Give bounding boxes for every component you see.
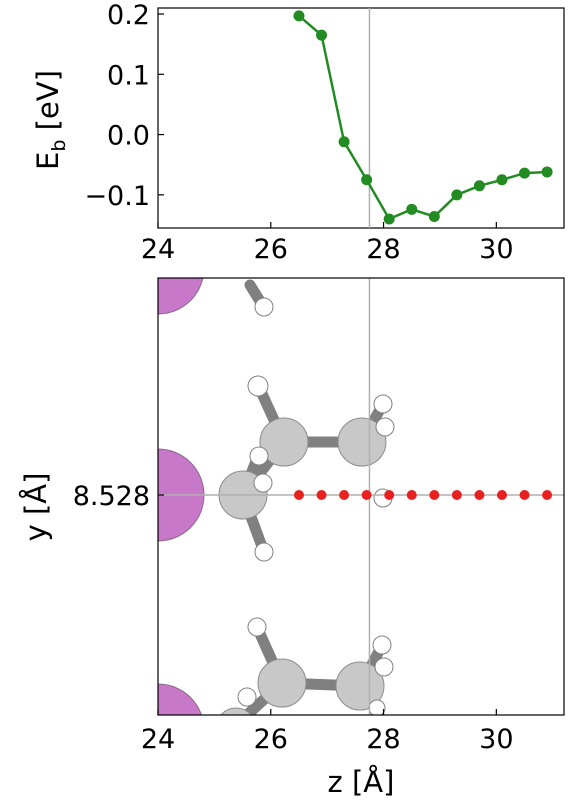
probe-point [339,490,350,500]
hydrogen-atom [247,375,269,397]
structure-plot: 24 26 28 30 8.528 z [Å] y [Å] [19,277,565,799]
hydrogen-atom [249,446,269,466]
bottom-x-tick-label: 26 [254,724,288,755]
probe-point [406,490,417,500]
binding-energy-point [293,10,305,22]
carbon-atom [337,417,387,467]
probe-point [496,490,507,500]
binding-energy-point [338,136,350,148]
probe-point [519,490,530,500]
top-axes-frame [157,7,565,229]
bottom-x-tick-label: 24 [141,724,175,755]
top-y-tick-label: −0.1 [84,181,150,212]
bottom-x-tick-label: 30 [479,724,513,755]
top-y-tick-label: 0.1 [107,60,150,91]
top-y-tick-label: 0.2 [107,0,150,31]
probe-point [451,490,462,500]
binding-energy-point [316,29,328,41]
bottom-y-tick-label: 8.528 [73,481,150,512]
hydrogen-atom [247,617,267,637]
binding-energy-point [473,180,485,192]
bottom-x-axis-label: z [Å] [328,765,395,799]
binding-energy-point [361,174,373,186]
binding-energy-point [383,213,395,225]
carbon-atom [220,707,252,715]
probe-point [474,490,485,500]
carbon-atom [259,417,309,467]
binding-energy-point [406,203,418,215]
binding-energy-plot: 24 26 28 30 0.2 0.1 0.0 −0.1 Eb [eV] [31,0,565,265]
hydrogen-atom [254,297,274,317]
hydrogen-atom [237,687,257,707]
probe-point [293,490,304,500]
probe-point [542,490,553,500]
bottom-y-axis-label: y [Å] [19,473,53,542]
binding-energy-point [428,211,440,223]
probe-point [384,490,395,500]
top-x-tick-label: 24 [141,234,175,265]
hydrogen-atom [372,635,392,655]
hydrogen-atom [254,542,274,562]
molecule-drawing [158,278,395,715]
hydrogen-atom [373,394,393,414]
metal-atoms [158,278,205,715]
binding-energy-point [541,166,553,178]
carbon-atom [335,661,385,711]
hydrogen-atom [253,473,273,493]
probe-point [316,490,327,500]
metal-atom [158,278,204,315]
bottom-axes-frame [157,277,565,716]
hydrogen-atom [368,699,386,715]
probe-point [429,490,440,500]
hydrogen-atom [374,657,394,677]
top-y-axis-label: Eb [eV] [31,70,70,170]
binding-energy-point [496,174,508,186]
top-x-tick-label: 28 [366,234,400,265]
top-x-tick-label: 30 [479,234,513,265]
bottom-x-tick-label: 28 [366,724,400,755]
hydrogen-atom [375,417,395,437]
binding-energy-point [451,189,463,201]
binding-energy-point [519,167,531,179]
top-y-tick-label: 0.0 [107,121,150,152]
top-x-tick-label: 26 [254,234,288,265]
probe-point [361,490,372,500]
metal-atom [158,683,203,715]
carbon-atom [257,658,307,708]
binding-energy-line [298,14,548,221]
